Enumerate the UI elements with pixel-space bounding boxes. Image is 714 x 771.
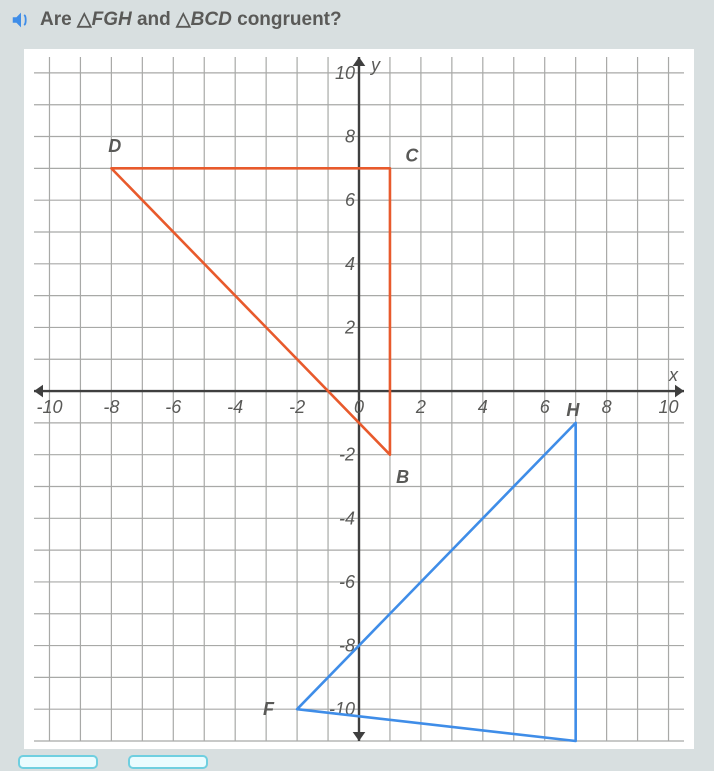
- svg-text:y: y: [369, 55, 381, 75]
- tri2-label: BCD: [191, 9, 232, 30]
- svg-text:C: C: [405, 146, 419, 166]
- chart-svg: -10-8-6-4-20246810-10-8-6-4-2246810xyBCD…: [24, 49, 694, 749]
- svg-text:10: 10: [335, 63, 355, 83]
- q-mid: and: [132, 9, 176, 30]
- svg-text:10: 10: [659, 397, 679, 417]
- svg-text:-4: -4: [339, 508, 355, 528]
- svg-text:-10: -10: [36, 397, 62, 417]
- svg-text:8: 8: [345, 127, 355, 147]
- svg-text:B: B: [396, 467, 409, 487]
- svg-text:G: G: [560, 747, 574, 749]
- answer-buttons: [18, 755, 208, 769]
- svg-text:x: x: [668, 365, 679, 385]
- answer-button-2[interactable]: [128, 755, 208, 769]
- svg-text:H: H: [566, 400, 580, 420]
- svg-text:8: 8: [602, 397, 612, 417]
- svg-text:-8: -8: [103, 397, 119, 417]
- svg-text:6: 6: [540, 397, 551, 417]
- svg-text:-2: -2: [339, 445, 355, 465]
- svg-text:4: 4: [345, 254, 355, 274]
- svg-text:D: D: [108, 136, 121, 156]
- answer-button-1[interactable]: [18, 755, 98, 769]
- tri1-symbol: △: [77, 9, 92, 30]
- svg-text:2: 2: [415, 397, 426, 417]
- speaker-icon[interactable]: [10, 9, 32, 31]
- coordinate-grid: -10-8-6-4-20246810-10-8-6-4-2246810xyBCD…: [24, 49, 694, 749]
- question-text: Are △FGH and △BCD congruent?: [40, 8, 342, 31]
- svg-text:-2: -2: [289, 397, 305, 417]
- q-prefix: Are: [40, 9, 77, 30]
- svg-text:0: 0: [354, 397, 364, 417]
- svg-text:-6: -6: [339, 572, 356, 592]
- tri1-label: FGH: [92, 9, 132, 30]
- question-header: Are △FGH and △BCD congruent?: [0, 8, 714, 31]
- tri2-symbol: △: [176, 9, 191, 30]
- q-suffix: congruent?: [232, 9, 342, 30]
- svg-text:2: 2: [344, 317, 355, 337]
- svg-text:6: 6: [345, 190, 356, 210]
- svg-text:-6: -6: [165, 397, 182, 417]
- svg-text:4: 4: [478, 397, 488, 417]
- svg-text:-4: -4: [227, 397, 243, 417]
- svg-text:F: F: [263, 699, 275, 719]
